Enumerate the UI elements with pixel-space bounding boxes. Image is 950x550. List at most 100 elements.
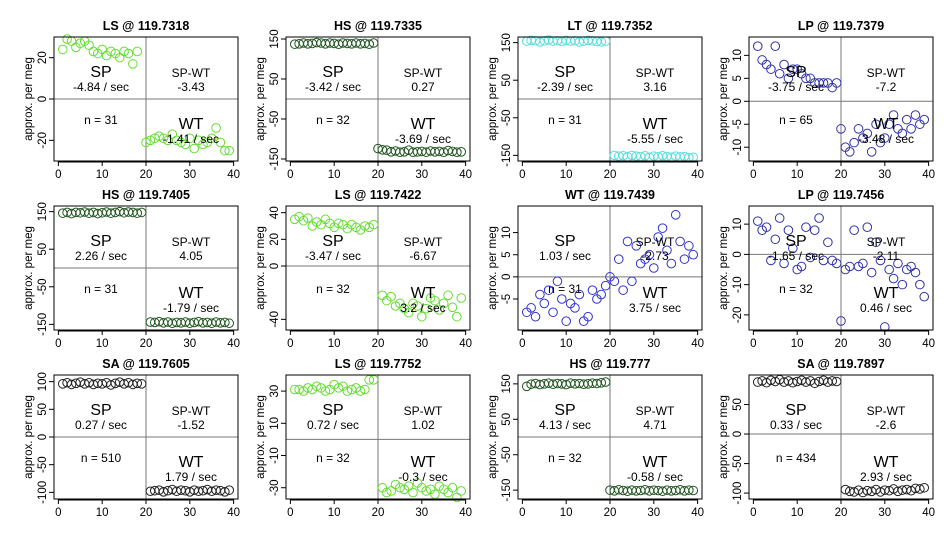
wt-label: WT [411,454,436,471]
data-point [57,44,68,55]
data-point [801,222,811,232]
panel-title: LT @ 119.7352 [568,19,653,33]
x-tick-label: 30 [183,169,196,181]
n-count: n = 32 [316,451,350,465]
data-point [224,485,235,495]
x-tick-label: 20 [372,507,385,519]
sp-wt-label: SP-WT [867,235,906,249]
data-point [552,276,563,287]
x-tick-label: 0 [287,169,293,181]
data-point [893,486,903,497]
data-point [395,147,405,157]
sp-rate: -3.42 / sec [305,80,361,94]
wt-label: WT [179,285,204,302]
n-count: n = 31 [84,113,118,127]
wt-rate: -1.41 / sec [163,132,219,146]
sp-rate: 0.33 / sec [770,418,822,432]
y-axis-label: approx. per meg [487,395,499,479]
x-tick-label: 40 [691,338,704,350]
sp-wt-label: SP-WT [172,404,211,418]
x-tick-label: 40 [922,507,935,519]
sp-label: SP [554,402,575,419]
data-point [915,484,925,494]
data-point [421,303,431,314]
data-point [770,41,781,51]
data-point [171,135,182,146]
data-point [417,311,427,322]
x-tick-label: 40 [691,507,704,519]
sp-label: SP [785,64,806,81]
sp-label: SP [554,64,575,81]
x-tick-label: 40 [227,338,240,350]
x-tick-label: 0 [55,507,61,519]
data-point [456,486,467,496]
data-point [224,145,235,156]
n-count: n = 32 [316,282,350,296]
data-point [224,318,235,329]
scatter-panel-8: SA @ 119.7605 0 10 20 30 40 -100 -50 0 50 100appro… [23,357,240,519]
sp-rate: 4.13 / sec [539,418,591,432]
wt-rate: 0.46 / sec [860,301,912,315]
data-point [814,213,824,223]
data-point [600,377,611,387]
x-tick-label: 0 [519,338,525,350]
data-point [561,316,571,326]
x-tick-label: 0 [55,169,61,181]
y-tick-label: 10 [732,49,744,62]
data-point [844,147,855,157]
wt-rate: -1.79 / sec [163,301,219,315]
sp-label: SP [322,233,343,250]
data-point [106,46,116,57]
data-point [662,245,672,256]
wt-rate: -3.48 / sec [858,132,914,146]
wt-label: WT [179,454,204,471]
data-point [809,378,820,389]
x-tick-label: 20 [604,507,617,519]
data-point [871,119,881,130]
data-point [215,137,226,148]
data-point [910,110,921,120]
data-point [866,147,877,157]
data-point [368,219,379,230]
x-tick-label: 30 [415,338,428,350]
x-tick-label: 30 [878,507,891,519]
y-tick-label: 0 [732,431,744,437]
y-tick-label: -150 [269,147,281,170]
wt-rate: -5.55 / sec [627,132,683,146]
x-tick-label: 40 [922,169,935,181]
data-point [430,295,440,306]
sp-wt-value: -2.6 [876,418,897,432]
y-axis-label: approx. per meg [23,226,35,310]
y-tick-label: 30 [269,385,281,398]
data-point [906,124,916,134]
data-point [919,114,930,125]
data-point [128,59,138,69]
data-point [62,34,72,44]
data-point [333,218,344,229]
wt-rate: 3.2 / sec [400,301,445,315]
data-point [858,258,868,269]
data-point [688,249,699,260]
x-tick-label: 10 [328,507,341,519]
panel-title: LS @ 119.7318 [103,19,190,33]
data-point [456,293,467,303]
data-point [752,41,763,51]
x-tick-label: 40 [691,169,704,181]
x-tick-label: 20 [140,169,153,181]
y-tick-label: 0 [37,434,49,440]
x-tick-label: 40 [227,507,240,519]
data-point [783,73,794,84]
panel-title: HS @ 119.7405 [102,188,190,202]
data-point [915,279,925,290]
data-point [688,485,699,496]
n-count: n = 65 [779,113,813,127]
data-point [443,290,453,301]
x-tick-label: 40 [459,169,472,181]
panel-title: HS @ 119.7335 [334,19,422,33]
x-tick-label: 30 [878,338,891,350]
y-tick-label: -40 [269,311,281,328]
data-point [386,486,396,496]
panel-title: LS @ 119.7752 [335,357,422,371]
data-point [596,37,607,47]
